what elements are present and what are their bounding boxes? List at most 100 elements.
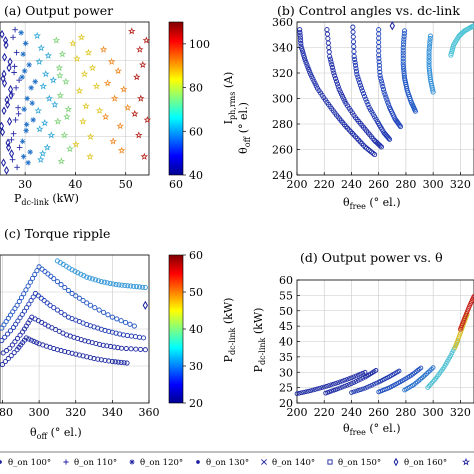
arc-point xyxy=(352,56,358,62)
curve-point xyxy=(107,280,113,286)
curve-point xyxy=(62,312,68,318)
curve-point xyxy=(118,345,125,351)
data-point xyxy=(140,152,149,160)
data-point xyxy=(139,60,147,69)
data-point xyxy=(1,52,8,62)
data-point xyxy=(0,158,7,168)
data-point xyxy=(109,137,117,145)
data-point xyxy=(11,63,18,70)
curve-point xyxy=(132,334,138,340)
x-tick-label: 260 xyxy=(368,406,389,419)
segment-point xyxy=(342,383,348,389)
data-point xyxy=(142,36,151,44)
curve-point xyxy=(14,302,20,308)
curve-point xyxy=(11,350,17,356)
segment-point xyxy=(344,377,350,382)
x-tick-label: 50 xyxy=(119,178,133,191)
data-point xyxy=(15,111,22,117)
segment-point xyxy=(448,352,454,358)
panel-c-colorbar-label: Pdc-link (kW) xyxy=(222,298,237,363)
data-point xyxy=(29,100,35,106)
panel-a-xlabel: Pdc-link (kW) xyxy=(14,192,79,207)
curve-point xyxy=(109,314,115,320)
arc-point xyxy=(325,40,331,46)
curve-point xyxy=(123,345,129,352)
data-point xyxy=(123,103,132,111)
data-point xyxy=(69,39,77,47)
curve-point xyxy=(133,284,140,290)
panel-c-title: (c) Torque ripple xyxy=(4,226,110,241)
data-point xyxy=(8,137,15,143)
segment-point xyxy=(340,384,345,390)
curve-point xyxy=(127,321,133,327)
arc-point xyxy=(376,62,382,68)
data-point xyxy=(82,102,90,110)
arc-point xyxy=(302,57,308,63)
data-point xyxy=(21,68,28,74)
segment-point xyxy=(358,376,363,382)
x-tick-label: 320 xyxy=(450,178,471,191)
data-point xyxy=(4,95,10,105)
data-point xyxy=(133,73,141,81)
data-point xyxy=(7,57,13,67)
segment-point xyxy=(333,387,339,392)
segment-point xyxy=(360,375,366,381)
x-tick-label: 40 xyxy=(68,178,82,191)
segment-point xyxy=(305,388,311,394)
curve-point xyxy=(136,334,143,340)
segment-point xyxy=(315,386,320,392)
segment-point xyxy=(331,387,337,393)
curve-point xyxy=(109,359,115,365)
segment-point xyxy=(329,388,335,394)
segment-point xyxy=(418,365,424,371)
curve-point xyxy=(5,331,11,337)
x-tick-label: 340 xyxy=(102,406,123,419)
data-point xyxy=(55,63,64,72)
arc-point xyxy=(334,81,340,87)
data-point xyxy=(36,155,45,163)
curve-point xyxy=(128,346,134,352)
segment-point xyxy=(323,390,328,396)
arc-point xyxy=(426,43,433,49)
arc-point xyxy=(385,99,391,105)
arc-point xyxy=(379,81,385,87)
data-point xyxy=(39,82,48,90)
curve-point xyxy=(106,358,112,364)
data-point xyxy=(43,143,52,151)
curve-point xyxy=(92,305,98,311)
curve-point xyxy=(91,356,97,362)
curve-point xyxy=(87,275,93,281)
legend-label: θ_on 150° xyxy=(338,458,381,468)
segment-point xyxy=(396,368,402,374)
arc-point xyxy=(401,31,407,37)
data-point xyxy=(34,106,42,114)
curve-point xyxy=(84,274,90,280)
arc-point xyxy=(363,96,369,102)
curve-point xyxy=(104,280,110,286)
arc-point xyxy=(362,93,368,99)
panel-a: (a) Output power 30 40 50 60 Pdc-link (kW) … xyxy=(0,3,237,207)
data-point xyxy=(143,115,152,124)
segment-point xyxy=(303,389,309,395)
segment-point xyxy=(349,381,354,386)
curve-point xyxy=(80,298,86,304)
data-point xyxy=(1,69,7,79)
curve-point xyxy=(31,338,37,344)
data-point xyxy=(117,146,126,154)
panel-c-xlabel: θoff (° el.) xyxy=(30,426,82,441)
data-point xyxy=(128,27,136,35)
arc-point xyxy=(336,87,342,93)
x-tick-label: 280 xyxy=(395,406,416,419)
segment-point xyxy=(367,383,372,389)
arc-point xyxy=(301,53,307,59)
curve-point xyxy=(28,298,34,304)
arc-point xyxy=(426,64,432,70)
arc-point xyxy=(352,62,359,68)
data-point xyxy=(16,77,22,83)
curve-point xyxy=(133,346,139,352)
arc-point xyxy=(400,56,406,62)
curve-point xyxy=(114,316,120,322)
segment-point xyxy=(344,383,350,388)
data-point xyxy=(28,84,34,91)
panel-d-xlabel: θfree (° el.) xyxy=(343,422,401,437)
